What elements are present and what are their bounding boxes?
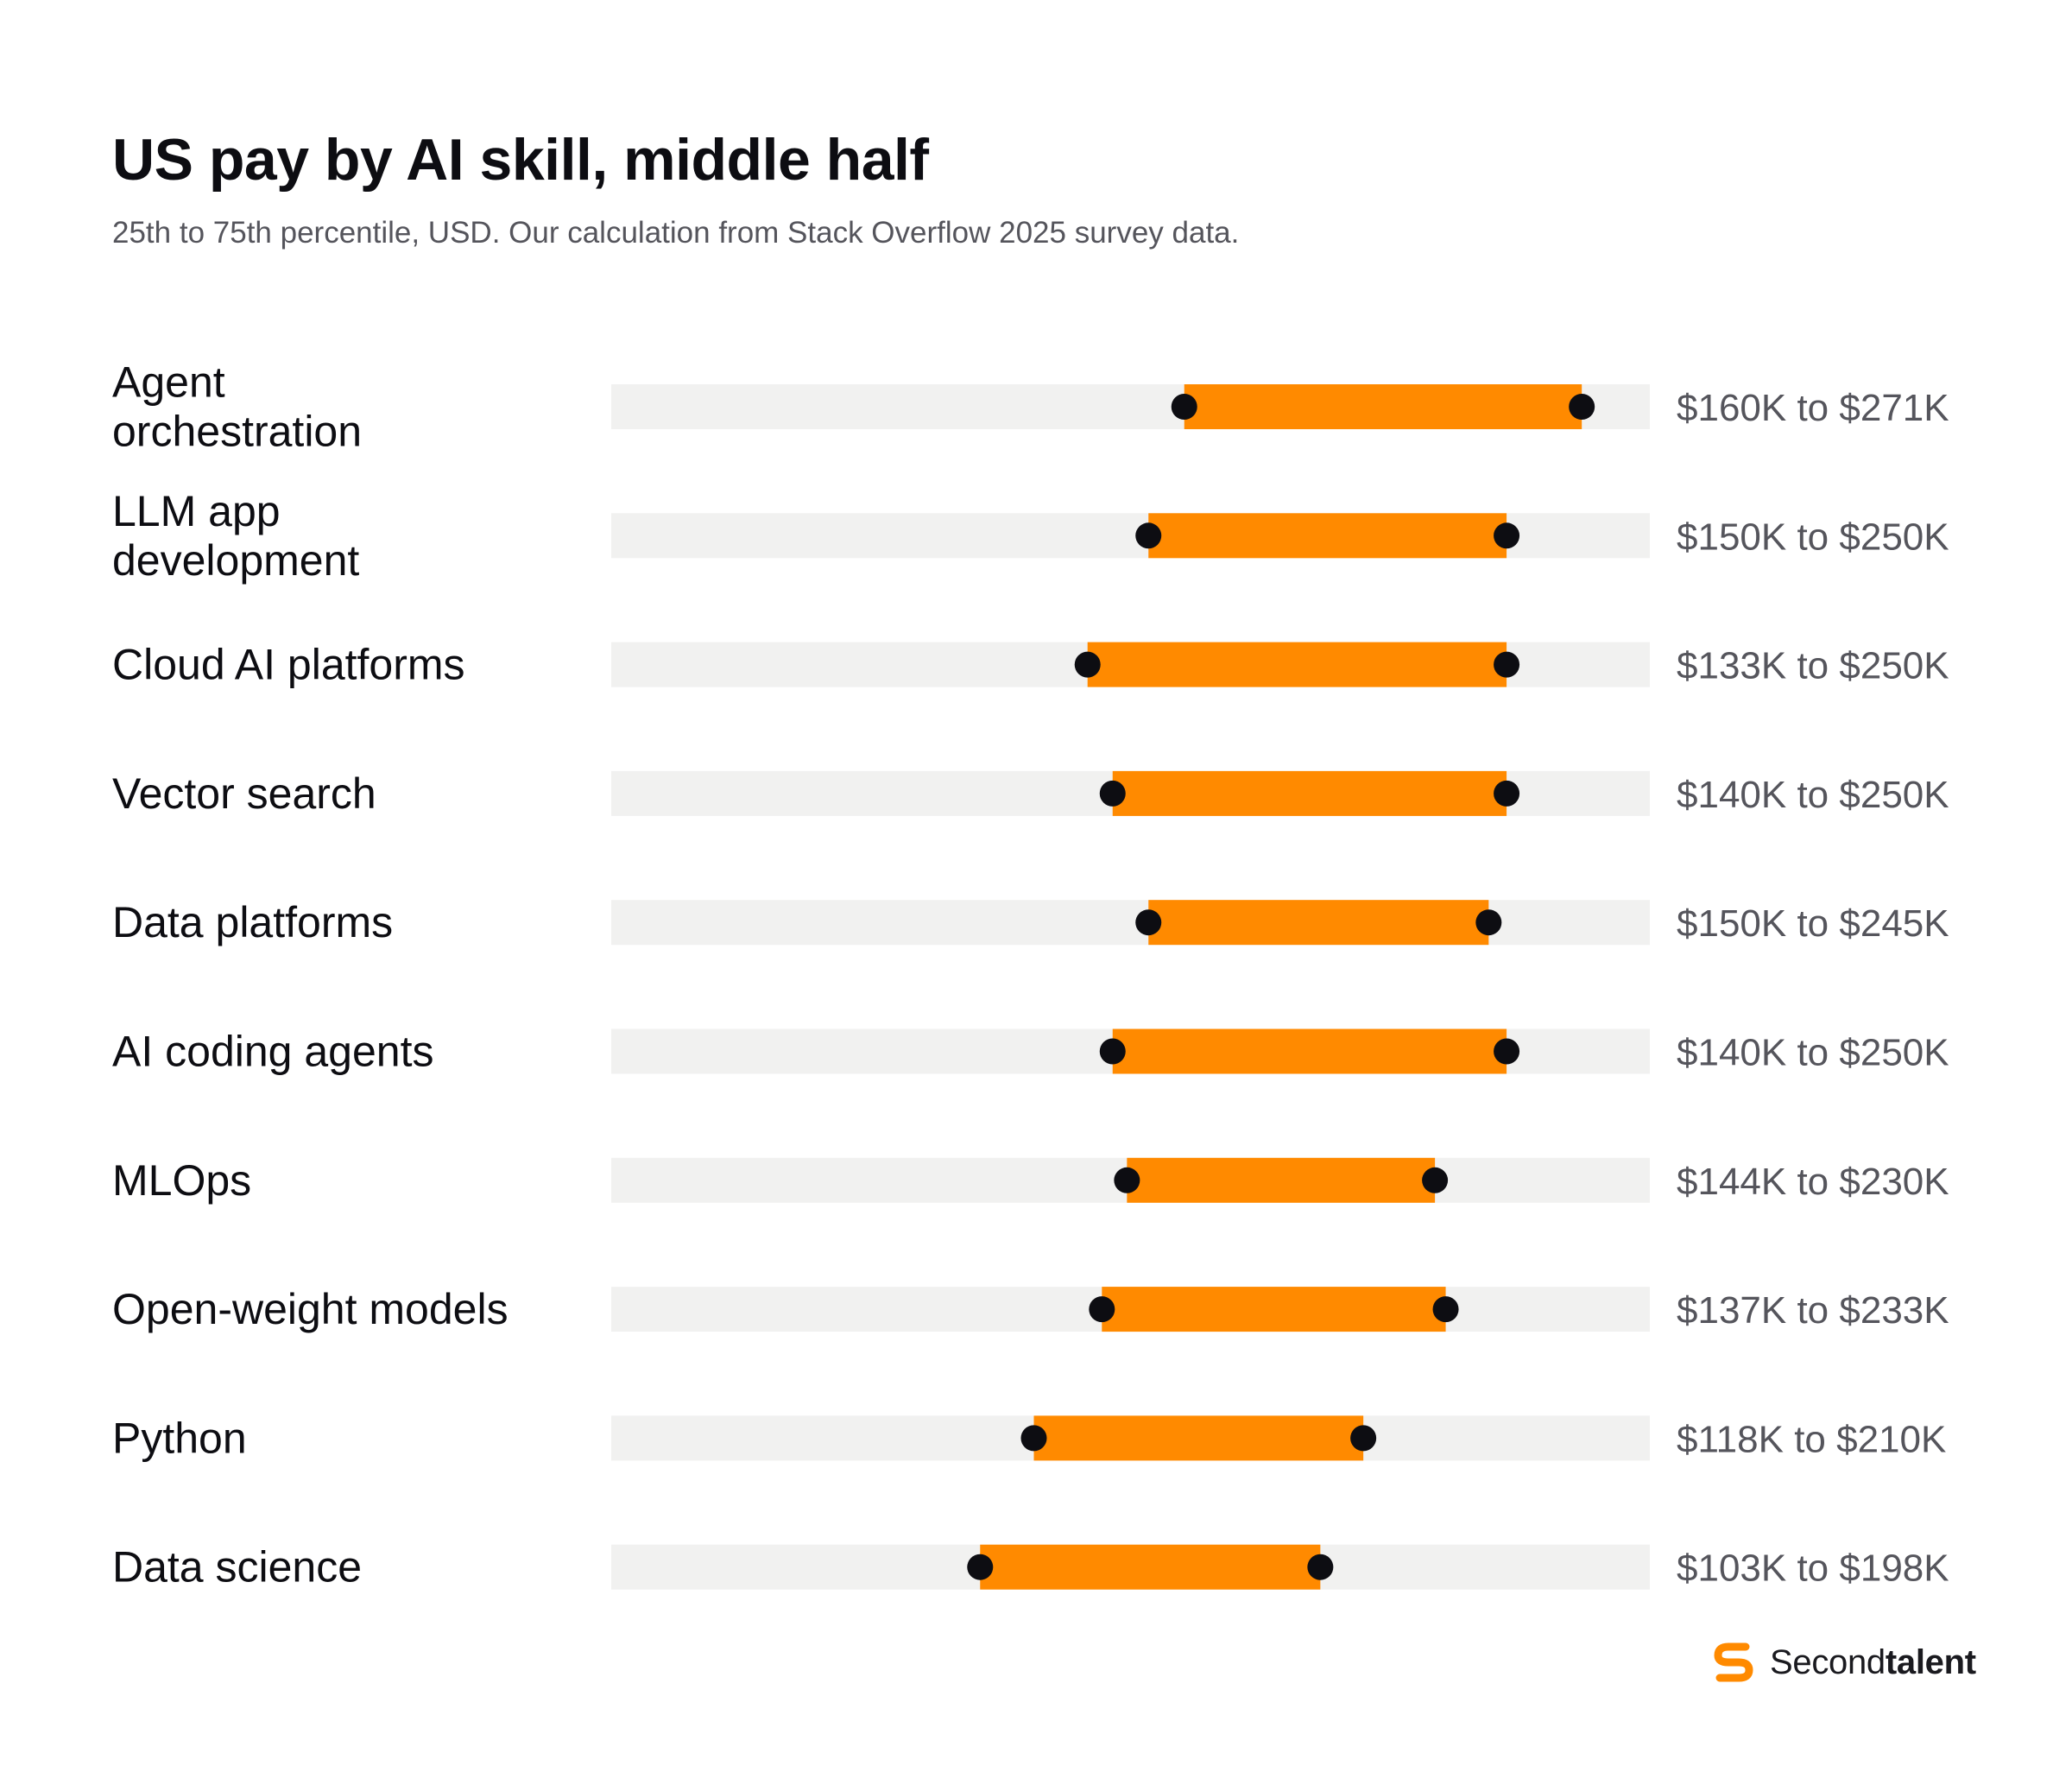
p25-marker — [1135, 909, 1162, 936]
range-label: $137K to $233K — [1677, 1289, 1949, 1332]
brand-name: Secondtalent — [1770, 1643, 1976, 1682]
chart-title: US pay by AI skill, middle half — [112, 127, 929, 193]
brand-regular: Second — [1770, 1642, 1886, 1681]
p25-marker — [1114, 1167, 1140, 1193]
row-label: MLOps — [112, 1156, 251, 1205]
p75-marker — [1307, 1554, 1334, 1580]
p25-marker — [967, 1554, 994, 1580]
secondtalent-s-icon — [1714, 1642, 1753, 1682]
range-bar — [1148, 900, 1489, 946]
secondtalent-logo: Secondtalent — [1709, 1632, 1976, 1693]
range-bar — [1087, 642, 1507, 687]
range-bar — [1112, 770, 1507, 816]
range-bar — [1148, 513, 1507, 559]
p25-marker — [1074, 651, 1101, 678]
row-label: Python — [112, 1414, 247, 1462]
p75-marker — [1569, 394, 1595, 420]
range-label: $150K to $250K — [1677, 516, 1949, 558]
p75-marker — [1422, 1167, 1449, 1193]
row-label: Data science — [112, 1543, 362, 1592]
range-label: $140K to $250K — [1677, 1032, 1949, 1074]
row-label: orchestration — [112, 408, 362, 456]
p25-marker — [1135, 522, 1162, 549]
range-bar — [1033, 1415, 1364, 1461]
row-label: development — [112, 536, 359, 585]
row-label: Cloud AI platforms — [112, 641, 465, 689]
p75-marker — [1494, 780, 1520, 807]
range-label: $140K to $250K — [1677, 774, 1949, 816]
range-bar — [1102, 1287, 1446, 1332]
chart-subtitle: 25th to 75th percentile, USD. Our calcul… — [112, 216, 1240, 250]
range-label: $150K to $245K — [1677, 902, 1949, 945]
p75-marker — [1350, 1425, 1377, 1452]
row-label: Agent — [112, 358, 225, 407]
p25-marker — [1020, 1425, 1047, 1452]
p75-marker — [1475, 909, 1502, 936]
row-label: AI coding agents — [112, 1028, 434, 1076]
row-label: LLM app — [112, 487, 281, 535]
range-bar — [980, 1544, 1321, 1590]
range-label: $103K to $198K — [1677, 1547, 1949, 1590]
range-bar — [1184, 384, 1582, 429]
p75-marker — [1432, 1296, 1459, 1323]
p25-marker — [1099, 1038, 1126, 1065]
range-bar — [1127, 1157, 1436, 1203]
p25-marker — [1171, 394, 1197, 420]
p75-marker — [1494, 522, 1520, 549]
range-label: $144K to $230K — [1677, 1161, 1949, 1203]
p75-marker — [1494, 1038, 1520, 1065]
row-label: Open-weight models — [112, 1285, 509, 1333]
p25-marker — [1099, 780, 1126, 807]
row-label: Data platforms — [112, 898, 393, 946]
range-label: $160K to $271K — [1677, 387, 1949, 429]
range-bar — [1112, 1028, 1507, 1074]
p75-marker — [1494, 651, 1520, 678]
row-label: Vector search — [112, 769, 376, 818]
range-label: $118K to $210K — [1677, 1418, 1946, 1460]
p25-marker — [1089, 1296, 1115, 1323]
brand-bold: talent — [1885, 1642, 1976, 1681]
range-label: $133K to $250K — [1677, 645, 1949, 687]
